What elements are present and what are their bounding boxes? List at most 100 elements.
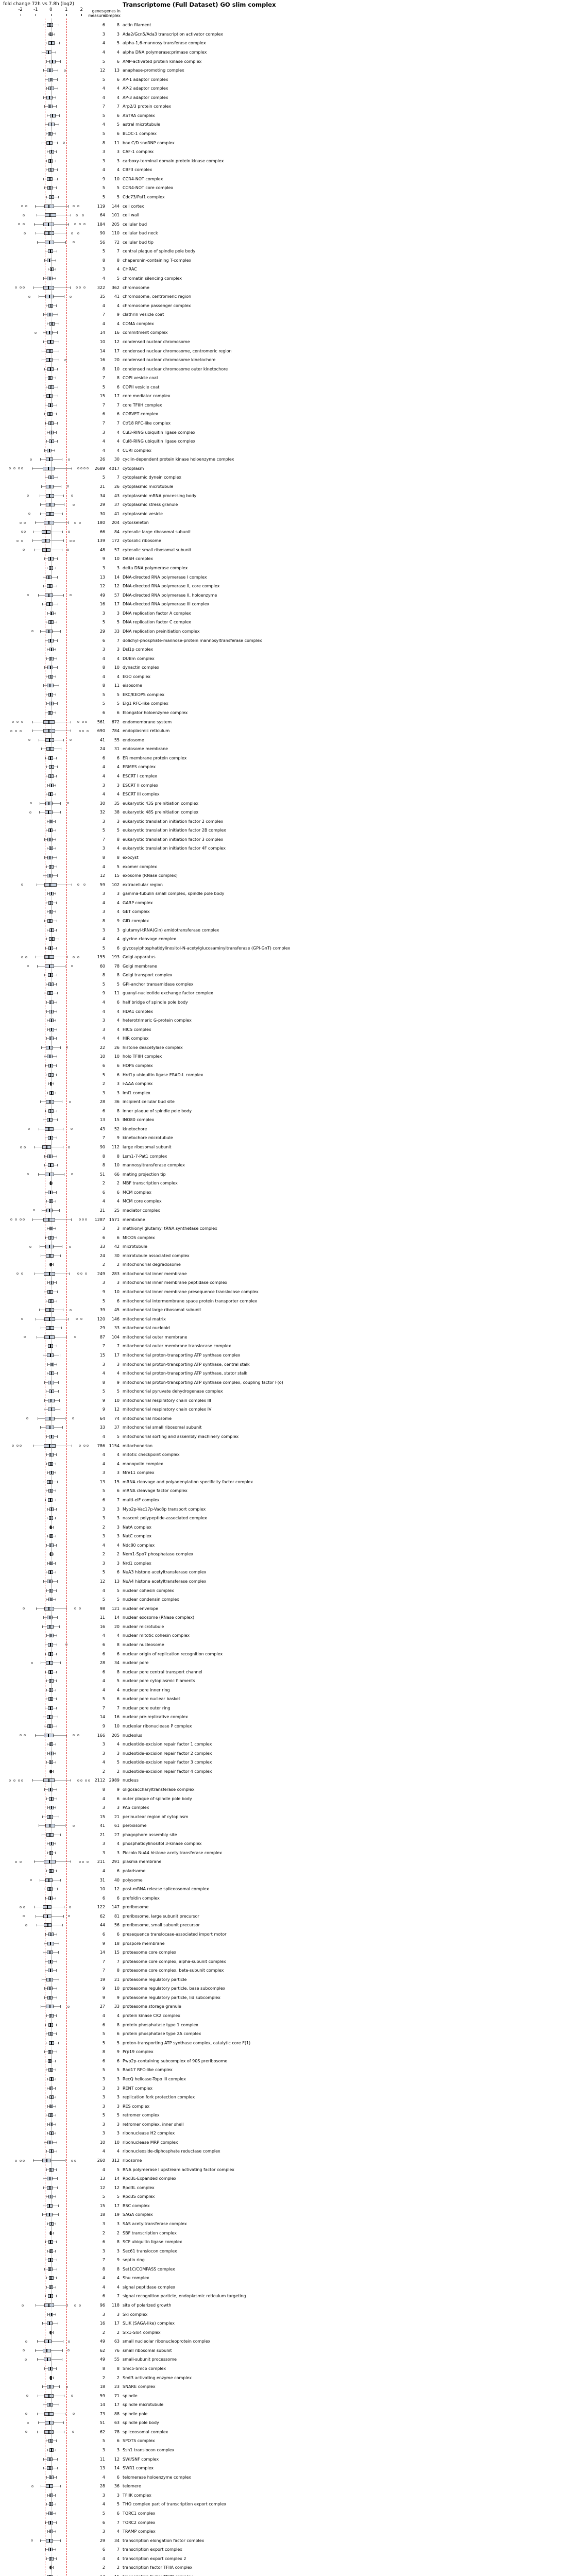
genes-measured-value: 56: [99, 240, 105, 245]
go-term-label: protein phosphatase type 1 complex: [123, 2022, 198, 2027]
boxplot-whisker-cap: [57, 874, 58, 877]
outlier-point: [22, 1607, 25, 1610]
genes-in-complex-value: 3: [116, 1090, 120, 1095]
boxplot-whisker-cap: [56, 1191, 57, 1194]
boxplot: [0, 844, 92, 853]
genes-measured-value: 24: [99, 1253, 105, 1258]
boxplot-median: [49, 1715, 50, 1719]
boxplot-whisker-cap: [53, 1526, 54, 1529]
boxplot-whisker-cap: [56, 2476, 57, 2479]
column-header-genes-in-complex: genes in complex: [104, 9, 121, 18]
genes-measured-value: 5: [102, 249, 105, 254]
boxplot-whisker-cap: [57, 2458, 58, 2461]
go-term-row: 4 4 AP-3 adaptor complex: [0, 93, 579, 103]
genes-measured-value: 29: [99, 2538, 105, 2543]
go-term-row: 6 8 SCF ubiquitin ligase complex: [0, 2238, 579, 2247]
genes-measured-value: 14: [99, 330, 105, 335]
boxplot: [0, 1432, 92, 1442]
genes-in-complex-value: 61: [114, 1823, 120, 1828]
go-term-row: 5 5 Cdc73/Paf1 complex: [0, 193, 579, 202]
genes-measured-value: 4: [102, 86, 105, 91]
go-term-label: exocyst: [123, 855, 139, 860]
boxplot-whisker-cap: [44, 2050, 45, 2054]
boxplot-median: [49, 313, 51, 317]
boxplot-median: [50, 2493, 52, 2497]
boxplot-whisker-cap: [67, 521, 69, 524]
boxplot-whisker-cap: [37, 241, 38, 244]
go-term-row: 6 8 inner plaque of spindle pole body: [0, 1107, 579, 1116]
go-term-label: septin ring: [123, 2258, 145, 2263]
go-term-row: 12 12 Rpd3L complex: [0, 2183, 579, 2192]
outlier-point: [77, 1273, 80, 1275]
go-term-row: 9 10 nucleolar ribonuclease P complex: [0, 1722, 579, 1731]
outlier-point: [85, 721, 88, 723]
go-term-label: clathrin vesicle coat: [123, 312, 164, 317]
go-term-label: plasma membrane: [123, 1859, 162, 1865]
go-term-row: 3 3 Sec61 translocon complex: [0, 2246, 579, 2256]
boxplot: [0, 446, 92, 455]
go-term-label: transcription elongation factor complex: [123, 2538, 205, 2543]
genes-measured-value: 5: [102, 692, 105, 697]
go-term-label: outer plaque of spindle pole body: [123, 1796, 192, 1801]
genes-in-complex-value: 34: [114, 1660, 120, 1666]
go-term-label: spliceosomal complex: [123, 2429, 168, 2434]
outlier-point: [77, 205, 80, 208]
genes-measured-value: 4: [102, 321, 105, 326]
go-term-row: 26 30 cyclin-dependent protein kinase holo…: [0, 455, 579, 464]
genes-in-complex-value: 8: [116, 1642, 120, 1647]
genes-measured-value: 4: [102, 2149, 105, 2154]
boxplot: [0, 600, 92, 609]
genes-measured-value: 14: [99, 348, 105, 353]
genes-measured-value: 8: [102, 973, 105, 978]
boxplot-whisker-cap: [57, 422, 58, 425]
outlier-point: [77, 721, 80, 723]
genes-measured-value: 180: [97, 520, 105, 526]
boxplot: [0, 1052, 92, 1061]
x-tick-label: 0: [49, 7, 53, 12]
boxplot: [0, 899, 92, 908]
genes-measured-value: 4: [102, 1633, 105, 1638]
go-term-row: 4 4 monopolin complex: [0, 1459, 579, 1468]
boxplot: [0, 1568, 92, 1577]
genes-in-complex-value: 3: [116, 1516, 120, 1521]
boxplot-median: [48, 285, 49, 290]
go-term-label: nucleotide-excision repair factor 3 comp…: [123, 1760, 212, 1765]
genes-measured-value: 14: [99, 1950, 105, 1955]
go-term-row: 6 7 signal recognition particle, endoplasm…: [0, 2292, 579, 2301]
boxplot-whisker-cap: [57, 666, 58, 669]
go-term-row: 2 2 MBF transcription complex: [0, 1179, 579, 1188]
genes-in-complex-value: 6: [116, 1796, 120, 1801]
boxplot-median: [48, 1661, 50, 1665]
go-term-row: 2 2 mitochondrial degradosome: [0, 1260, 579, 1269]
genes-measured-value: 7: [102, 376, 105, 381]
go-term-label: cytoskeleton: [123, 520, 149, 526]
go-term-row: 3 3 carboxy-terminal domain protein kinase…: [0, 156, 579, 165]
boxplot-median: [48, 466, 49, 470]
boxplot-whisker-cap: [46, 1797, 47, 1800]
outlier-point: [28, 295, 31, 298]
outlier-point: [21, 539, 23, 542]
genes-in-complex-value: 7: [116, 2520, 120, 2525]
boxplot-whisker-cap: [62, 1924, 63, 1927]
go-term-label: NatA complex: [123, 1524, 151, 1530]
go-term-row: 14 15 proteasome core complex: [0, 1948, 579, 1957]
go-term-row: 7 8 eukaryotic translation initiation fact…: [0, 835, 579, 844]
go-term-row: 4 4 nuclear pore inner ring: [0, 1686, 579, 1695]
genes-measured-value: 21: [99, 1208, 105, 1213]
genes-in-complex-value: 3: [116, 149, 120, 155]
genes-measured-value: 9: [102, 1986, 105, 1991]
boxplot: [0, 383, 92, 392]
go-term-label: Set1C/COMPASS complex: [123, 2266, 175, 2272]
go-term-label: Golgi apparatus: [123, 955, 156, 960]
boxplot: [0, 2075, 92, 2084]
genes-measured-value: 7: [102, 402, 105, 408]
boxplot: [0, 2210, 92, 2219]
genes-in-complex-value: 78: [114, 2429, 120, 2434]
go-term-label: cytoplasmic mRNA processing body: [123, 493, 197, 498]
go-term-label: extracellular region: [123, 882, 163, 887]
boxplot-median: [49, 1326, 51, 1330]
genes-measured-value: 2112: [94, 1778, 105, 1783]
go-term-row: 5 6 glycosylphosphatidylinositol-N-acetylg…: [0, 943, 579, 953]
genes-in-complex-value: 9: [116, 1995, 120, 2000]
go-term-row: 4 4 CBF3 complex: [0, 165, 579, 175]
